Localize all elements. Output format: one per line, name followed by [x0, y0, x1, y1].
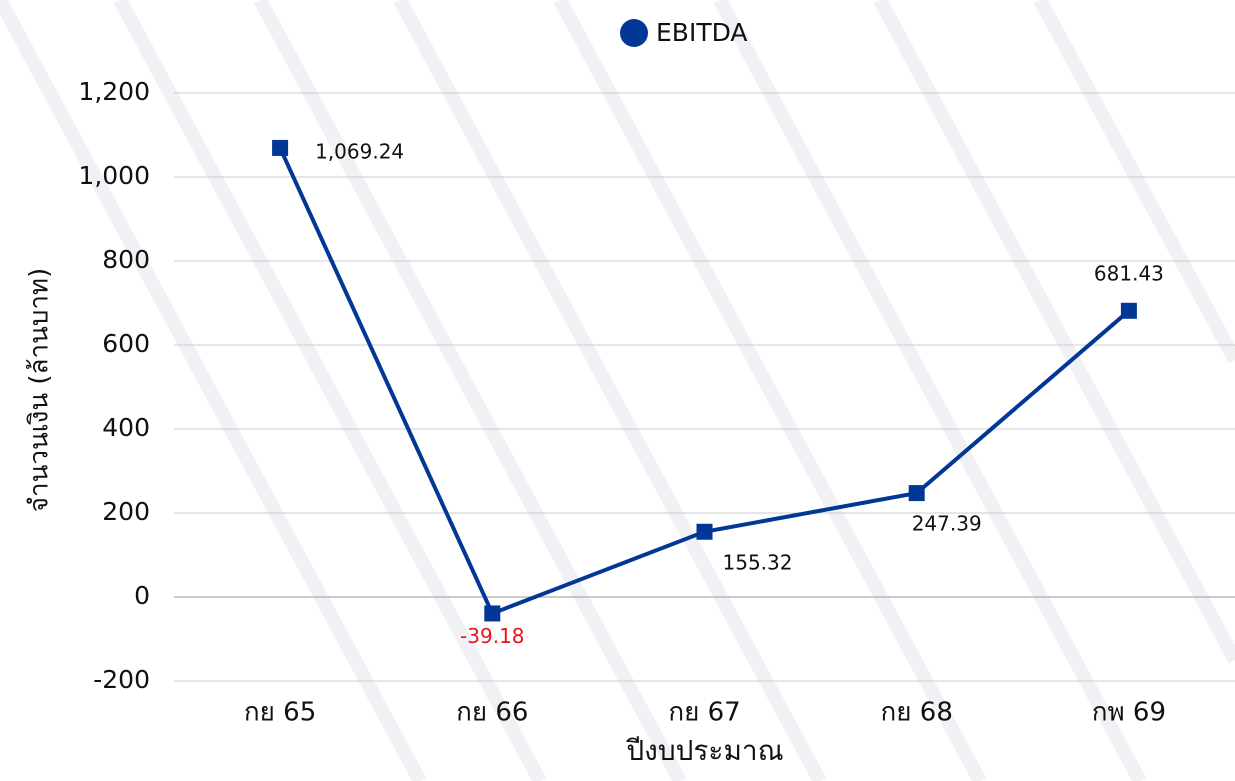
x-tick-label: กย 67 — [668, 698, 740, 728]
x-tick-label: กย 68 — [881, 698, 953, 728]
y-tick-label: 1,200 — [78, 77, 150, 106]
y-tick-label: 400 — [102, 413, 150, 442]
y-tick-label: 0 — [134, 581, 150, 610]
data-point — [272, 139, 289, 156]
data-label: 247.39 — [912, 512, 982, 536]
x-axis-label: ปีงบประมาณ — [625, 734, 783, 767]
legend-label: EBITDA — [656, 18, 748, 47]
y-tick-label: 200 — [102, 497, 150, 526]
data-label: -39.18 — [460, 624, 524, 648]
data-point — [1120, 302, 1137, 319]
data-label: 681.43 — [1094, 261, 1164, 285]
y-axis-label: จำนวนเงิน (ล้านบาท) — [25, 268, 55, 512]
data-point — [696, 523, 713, 540]
data-point — [908, 485, 925, 502]
data-point — [484, 605, 501, 622]
legend-marker — [620, 19, 648, 47]
y-tick-label: 600 — [102, 329, 150, 358]
y-tick-label: 1,000 — [78, 161, 150, 190]
x-tick-label: กย 66 — [456, 698, 528, 728]
data-label: 155.32 — [723, 550, 793, 574]
x-tick-label: กย 65 — [244, 698, 316, 728]
data-label: 1,069.24 — [315, 139, 404, 163]
x-tick-label: กพ 69 — [1092, 698, 1166, 728]
y-tick-label: -200 — [93, 665, 150, 694]
y-tick-label: 800 — [102, 245, 150, 274]
